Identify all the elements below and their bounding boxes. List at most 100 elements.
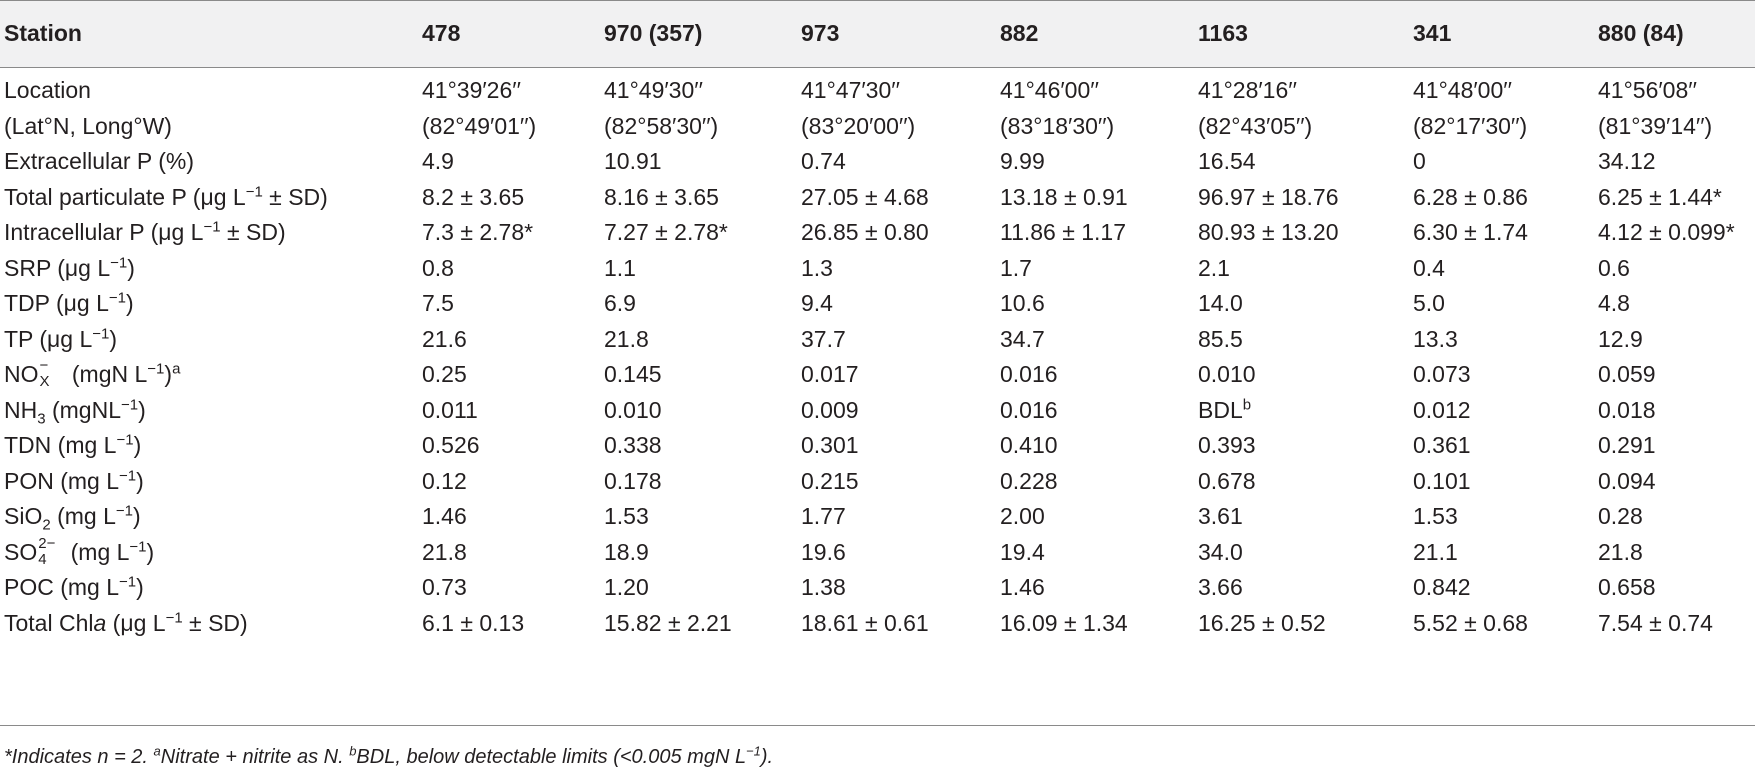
row-label-sup: −1 <box>108 289 126 307</box>
cell-value: 7.3 ± 2.78* <box>422 219 534 245</box>
table-cell: 16.54 <box>1198 142 1256 181</box>
cell-value: 0.017 <box>801 361 859 387</box>
cell-value: BDL <box>1198 396 1243 423</box>
cell-value: 1.46 <box>422 503 467 529</box>
cell-value: (82°49′01′′) <box>422 112 537 139</box>
table-cell: 7.3 ± 2.78* <box>422 213 533 252</box>
cell-value: 21.1 <box>1413 538 1458 565</box>
cell-value: 0.74 <box>801 148 846 174</box>
table-cell: 0.145 <box>604 355 662 394</box>
table-cell: 0.016 <box>1000 355 1058 394</box>
row-label-text: ) <box>109 325 118 352</box>
row-label-sup: −1 <box>119 573 137 591</box>
table-cell: 0.073 <box>1413 355 1471 394</box>
footnote-a-text: Nitrate + nitrite as N. <box>160 746 350 768</box>
cell-value: 7.54 ± 0.74 <box>1598 609 1713 636</box>
table-cell: 96.97 ± 18.76 <box>1198 178 1339 217</box>
row-label-sup: −1 <box>115 502 133 520</box>
table-cell: 0.059 <box>1598 355 1656 394</box>
table-row: PON (mg L−1) 0.12 0.178 0.215 0.228 0.678 0.10… <box>0 462 1755 501</box>
footnote-b-end: ). <box>760 746 774 768</box>
cell-value: 41°48′00′′ <box>1413 77 1512 103</box>
table-cell: 41°28′16′′ <box>1198 71 1297 110</box>
table-cell: 6.1 ± 0.13 <box>422 604 524 643</box>
cell-value: 0.12 <box>422 467 467 494</box>
cell-value: 27.05 ± 4.68 <box>801 183 929 210</box>
table-row: Extracellular P (%) 4.9 10.91 0.74 9.99 16.54… <box>0 142 1755 181</box>
row-label-sub: 3 <box>37 410 46 428</box>
table-cell: 0.228 <box>1000 462 1058 501</box>
cell-value: 10.91 <box>604 148 662 174</box>
header-station-880: 880 (84) <box>1598 20 1684 46</box>
table-cell: (83°20′00′′) <box>801 107 915 146</box>
cell-value: 19.4 <box>1000 538 1045 565</box>
row-label: Total Chla (μg L−1 ± SD) <box>4 604 248 643</box>
table-cell: 4.8 <box>1598 284 1630 323</box>
row-label-text: ) <box>125 290 134 316</box>
cell-value: (82°58′30′′) <box>604 112 719 139</box>
table-cell: 0.8 <box>422 249 454 288</box>
table-cell: 0.291 <box>1598 426 1656 465</box>
row-label-stack: − X <box>40 358 66 390</box>
row-label-sup: −1 <box>92 324 110 342</box>
row-label-text: PON (mg L <box>4 467 120 494</box>
table-cell: (83°18′30′′) <box>1000 107 1114 146</box>
cell-value: 21.8 <box>1598 538 1643 565</box>
row-label-stack-sub: 4 <box>38 550 47 568</box>
cell-value: 18.61 ± 0.61 <box>801 609 929 636</box>
row-label-text: ) <box>164 361 173 387</box>
table-cell: 6.25 ± 1.44* <box>1598 178 1722 217</box>
table-cell: 9.4 <box>801 284 833 323</box>
table-cell: 7.54 ± 0.74 <box>1598 604 1713 643</box>
table-cell: 34.7 <box>1000 320 1045 359</box>
row-label-italic: a <box>93 609 107 636</box>
cell-value: 41°28′16′′ <box>1198 77 1297 103</box>
cell-value: 0.338 <box>604 432 662 458</box>
table-cell: 80.93 ± 13.20 <box>1198 213 1339 252</box>
row-label: PON (mg L−1) <box>4 462 144 501</box>
table-cell: 0.017 <box>801 355 859 394</box>
table-cell: 0.842 <box>1413 568 1471 607</box>
header-station-341: 341 <box>1413 20 1452 46</box>
table-cell: 0.28 <box>1598 497 1643 536</box>
table-cell: 41°46′00′′ <box>1000 71 1099 110</box>
table-cell: 9.99 <box>1000 142 1045 181</box>
cell-value: 0.073 <box>1413 361 1471 387</box>
row-label-text: ± SD) <box>262 183 328 210</box>
row-label: NH3 (mgNL−1) <box>4 391 146 430</box>
footnote-b-text: BDL, below detectable limits (<0.005 mgN… <box>356 746 747 768</box>
row-label-text: TDN (mg L <box>4 432 117 458</box>
cell-value: 1.53 <box>1413 503 1458 529</box>
table-row: NO − X (mgN L−1)a 0.25 0.145 0.017 0.016 0.010 0… <box>0 355 1755 394</box>
cell-value: 34.7 <box>1000 325 1045 352</box>
row-label: Total particulate P (μg L−1 ± SD) <box>4 178 328 217</box>
table-row: SO 2− 4 (mg L−1) 21.8 18.9 19.6 19.4 34.0 21.1 21… <box>0 533 1755 572</box>
table-cell: 0.010 <box>1198 355 1256 394</box>
table-cell: 1.53 <box>604 497 649 536</box>
cell-value: 6.28 ± 0.86 <box>1413 183 1528 210</box>
cell-value: 41°49′30′′ <box>604 77 703 103</box>
cell-value: 2.00 <box>1000 503 1045 529</box>
table-cell: 4.12 ± 0.099* <box>1598 213 1735 252</box>
table-cell: 5.52 ± 0.68 <box>1413 604 1528 643</box>
cell-value: 10.6 <box>1000 290 1045 316</box>
table-cell: 0.658 <box>1598 568 1656 607</box>
row-label-text: ) <box>132 503 141 529</box>
cell-value: 1.1 <box>604 254 636 281</box>
table-row: Total Chla (μg L−1 ± SD) 6.1 ± 0.13 15.82 … <box>0 604 1755 643</box>
row-label-text: ) <box>133 432 142 458</box>
row-label-text: (mgN L <box>65 361 148 387</box>
header-station-882: 882 <box>1000 20 1039 46</box>
table-cell: 1.3 <box>801 249 833 288</box>
cell-value: 8.16 ± 3.65 <box>604 183 719 210</box>
table-cell: 3.66 <box>1198 568 1243 607</box>
table-cell: 21.8 <box>422 533 467 572</box>
table-cell: 26.85 ± 0.80 <box>801 213 929 252</box>
cell-value: 11.86 ± 1.17 <box>1000 219 1127 245</box>
row-label-text: NO <box>4 361 39 387</box>
row-label-text: SRP (μg L <box>4 254 111 281</box>
header-station-970: 970 (357) <box>604 20 703 46</box>
table-cell: 12.9 <box>1598 320 1643 359</box>
cell-value: 0.010 <box>1198 361 1256 387</box>
table-cell: 1.77 <box>801 497 846 536</box>
